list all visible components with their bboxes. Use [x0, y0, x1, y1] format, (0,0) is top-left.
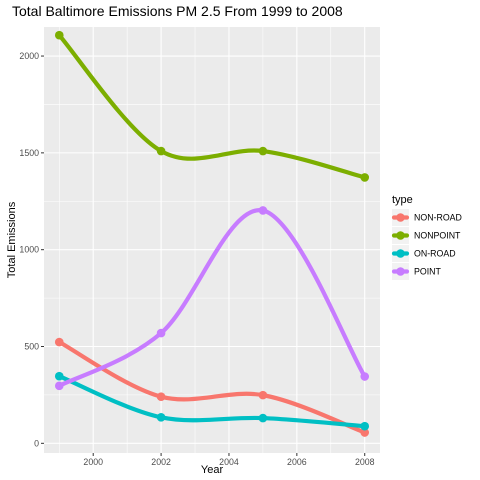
x-tick-label: 2006: [287, 457, 307, 467]
legend-label-on-road: ON-ROAD: [414, 249, 456, 259]
series-points: [54, 30, 370, 437]
legend-label-nonpoint: NONPOINT: [414, 231, 461, 241]
series-line-point: [57, 208, 367, 388]
data-point-on-road: [156, 413, 166, 422]
data-point-non-road: [258, 390, 268, 400]
legend-label-point: POINT: [414, 267, 442, 277]
legend-key-point-point: [396, 267, 405, 276]
data-point-point: [156, 328, 166, 338]
series-line-non-road: [57, 339, 367, 435]
y-tick-label: 1000: [19, 245, 39, 255]
y-axis: 0 500 1000 1500 2000: [19, 51, 44, 448]
y-axis-title: Total Emissions: [6, 201, 18, 278]
legend: type NON-ROAD NONPOINT ON-ROAD POINT: [391, 194, 462, 280]
legend-key-point-nonpoint: [396, 231, 405, 240]
x-tick-label: 2000: [83, 457, 103, 467]
data-point-point: [258, 206, 268, 215]
data-point-non-road: [54, 337, 64, 347]
legend-title: type: [392, 194, 413, 206]
data-point-non-road: [156, 392, 166, 401]
chart-title: Total Baltimore Emissions PM 2.5 From 19…: [12, 3, 343, 19]
data-point-nonpoint: [360, 173, 370, 182]
data-point-on-road: [54, 371, 64, 381]
data-point-nonpoint: [156, 146, 166, 156]
data-point-non-road: [360, 428, 370, 437]
x-axis-title: Year: [201, 464, 224, 476]
y-tick-label: 0: [34, 438, 39, 448]
y-tick-label: 1500: [19, 148, 39, 158]
data-point-point: [54, 381, 64, 391]
data-point-nonpoint: [258, 146, 268, 156]
data-point-on-road: [360, 421, 370, 431]
plot-panel: [44, 27, 380, 453]
x-tick-label: 2008: [355, 457, 375, 467]
y-tick-label: 500: [24, 342, 39, 352]
legend-key-point-on-road: [396, 249, 405, 258]
series-line-nonpoint: [57, 33, 367, 180]
data-point-on-road: [258, 413, 268, 423]
data-point-nonpoint: [54, 30, 64, 40]
legend-label-non-road: NON-ROAD: [414, 213, 462, 223]
x-tick-label: 2002: [151, 457, 171, 467]
series-lines: [57, 33, 367, 435]
legend-key-point-non-road: [396, 213, 405, 222]
series-line-on-road: [57, 374, 367, 429]
major-gridlines: [44, 27, 380, 453]
x-axis: 2000 2002 2004 2006 2008: [83, 453, 375, 467]
data-point-point: [360, 372, 370, 381]
y-tick-label: 2000: [19, 51, 39, 61]
x-tick-label: 2004: [219, 457, 239, 467]
